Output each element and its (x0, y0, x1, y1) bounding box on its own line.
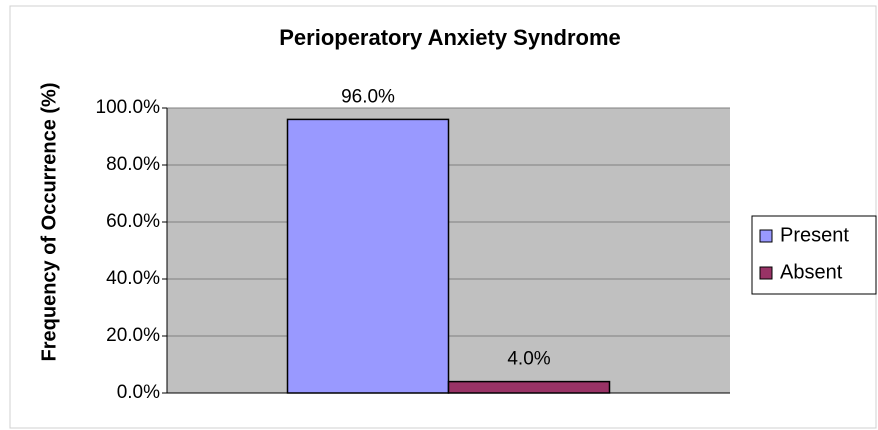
y-tick-label: 40.0% (106, 268, 160, 289)
y-axis-label: Frequency of Occurrence (%) (38, 83, 60, 362)
legend-swatch (759, 229, 773, 243)
legend-box (751, 215, 877, 295)
y-tick-label: 20.0% (106, 325, 160, 346)
value-label: 4.0% (507, 349, 550, 370)
y-tick-label: 80.0% (106, 154, 160, 175)
y-tick-label: 100.0% (96, 97, 161, 118)
value-label: 96.0% (341, 86, 395, 107)
y-tick-label: 60.0% (106, 211, 160, 232)
chart-title: Perioperatory Anxiety Syndrome (279, 25, 621, 50)
legend-swatch (759, 266, 773, 280)
y-tick-label: 0.0% (117, 382, 160, 403)
legend-label: Present (780, 224, 849, 246)
bar (447, 380, 611, 394)
bar (286, 118, 450, 394)
legend-label: Absent (780, 261, 843, 283)
